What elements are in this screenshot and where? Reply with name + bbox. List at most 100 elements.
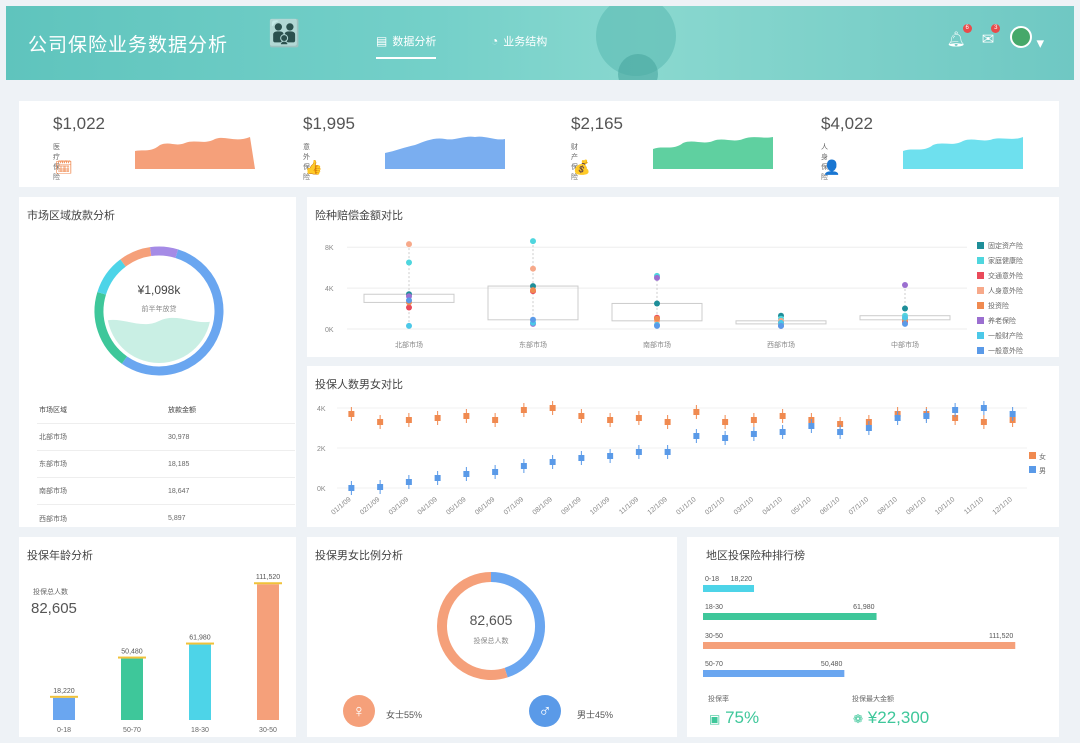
age-category-label: 0-18	[57, 727, 71, 734]
legend-swatch	[1029, 466, 1036, 473]
legend-item[interactable]: 一般意外险	[977, 343, 1023, 358]
table-row: 东部市场 18,185	[37, 451, 295, 478]
market-panel: 市场区域放款分析 ¥1,098k 前半年放贷 市场区域 放款金额 北部市场 30,9…	[19, 197, 296, 527]
claim-point	[778, 322, 784, 329]
gender-point	[808, 423, 815, 429]
kpi-value: $4,022	[821, 114, 873, 133]
gender-point	[923, 413, 930, 419]
legend-item[interactable]: 养老保险	[977, 313, 1023, 328]
claim-point	[406, 259, 412, 266]
ring-segment	[120, 247, 152, 267]
kpi-sparkline	[653, 137, 773, 169]
claim-point	[654, 315, 660, 322]
gender-point	[722, 419, 729, 425]
rank-chart: 0-18 18,220 18-30 61,980 30-50 111,520 50-70 50…	[703, 576, 1016, 677]
x-tick-label: 04/1/10	[762, 496, 784, 516]
market-ring: ¥1,098k 前半年放贷	[94, 246, 224, 376]
legend-item[interactable]: 交通意外险	[977, 268, 1023, 283]
rank-bar-value: 111,520	[989, 633, 1013, 640]
age-bar-cap	[118, 656, 146, 659]
claim-point	[902, 320, 908, 327]
x-tick-label: 10/1/10	[934, 496, 956, 516]
gender-point	[980, 419, 987, 425]
up-icon: ▣	[709, 712, 721, 726]
kpi-label: 医疗保险	[53, 144, 60, 181]
table-header: 放款金额	[168, 407, 196, 414]
rate-value: 75%	[725, 708, 760, 727]
gender-point	[837, 421, 844, 427]
x-tick-label: 北部市场	[395, 340, 423, 349]
legend-item[interactable]: 家庭健康险	[977, 253, 1023, 268]
gender-point	[463, 413, 470, 419]
legend-item[interactable]: 人身意外险	[977, 283, 1023, 298]
x-tick-label: 11/1/10	[963, 496, 985, 516]
gender-point	[377, 484, 384, 490]
money-icon: ❁	[853, 712, 864, 726]
gender-point	[405, 479, 412, 485]
gender-point	[434, 415, 441, 421]
gender-count-chart: 4K 2K 0K 01/1/09 02/1/09 03/1/09 04/1/09 05/1/0…	[317, 401, 1046, 517]
pie-slice	[437, 572, 508, 680]
gender-point	[578, 455, 585, 461]
age-bar	[189, 644, 211, 720]
x-tick-label: 09/1/09	[560, 496, 582, 516]
rank-bar-value: 50,480	[821, 661, 843, 668]
rate-value-wrap: ▣ 75%	[709, 708, 759, 728]
gender-point	[520, 407, 527, 413]
rank-bar-value: 61,980	[853, 604, 875, 611]
claims-legend: 固定资产险 家庭健康险 交通意外险 人身意外险 投资险 养老保险 一般财产险 一般意外险	[977, 238, 1023, 358]
x-tick-label: 05/1/10	[790, 496, 812, 516]
claim-point	[406, 322, 412, 329]
y-tick-label: 4K	[325, 286, 334, 293]
legend-label: 男	[1039, 467, 1046, 475]
table-row: 南部市场 18,647	[37, 478, 295, 505]
kpi-label: 意外保险	[303, 144, 310, 181]
ring-segment	[97, 259, 126, 295]
legend-item[interactable]: 投资险	[977, 298, 1023, 313]
x-tick-label: 12/1/09	[647, 496, 669, 516]
gender-point	[492, 469, 499, 475]
tab-data-analysis[interactable]: ▤ 数据分析	[376, 33, 437, 59]
legend-item[interactable]: 一般财产险	[977, 328, 1023, 343]
gender-point	[434, 475, 441, 481]
rank-panel: 地区投保险种排行榜 0-18 18,220 18-30 61,980 30-50 111,…	[687, 537, 1059, 737]
mail-icon[interactable]: ✉ 3	[982, 24, 1001, 48]
gender-point	[837, 429, 844, 435]
claim-point	[654, 300, 660, 307]
age-panel: 投保年龄分析 投保总人数 82,605 18,220 0-18 50,480 50-7…	[19, 537, 296, 737]
claim-point	[902, 305, 908, 312]
legend-item[interactable]: 固定资产险	[977, 238, 1023, 253]
x-tick-label: 11/1/09	[618, 496, 640, 516]
tab-business-structure[interactable]: ◔ 业务结构	[491, 34, 548, 48]
claim-point	[902, 282, 908, 289]
medical-icon: 🗓	[55, 159, 73, 175]
panel-title: 投保男女比例分析	[315, 550, 403, 562]
gender-point	[607, 417, 614, 423]
x-tick-label: 05/1/09	[445, 496, 467, 516]
avatar[interactable]: ▾	[1010, 26, 1044, 52]
age-bar	[257, 584, 279, 720]
gender-point	[779, 413, 786, 419]
x-tick-label: 03/1/09	[388, 496, 410, 516]
gender-ratio-chart: 82,605 投保总人数	[437, 572, 545, 680]
age-bar-value: 111,520	[256, 574, 280, 581]
max-label: 投保最大金额	[852, 696, 894, 703]
person-icon: 👤	[823, 159, 841, 175]
claims-chart: 8K 4K 0K 北部市场 东部市场 南部市场 西部市场 中部市场	[325, 238, 967, 349]
x-tick-label: 东部市场	[519, 340, 547, 349]
panel-title: 市场区域放款分析	[27, 210, 115, 222]
age-bar-value: 50,480	[121, 649, 143, 656]
gender-point	[635, 449, 642, 455]
age-bar-cap	[186, 642, 214, 645]
gender-point	[894, 415, 901, 421]
chart-icon: ▤	[376, 34, 388, 48]
y-tick-label: 2K	[317, 446, 326, 453]
gender-point	[750, 417, 757, 423]
bell-icon[interactable]: 🔔︎ 6	[947, 24, 972, 48]
gender-point	[980, 405, 987, 411]
gender-point	[405, 417, 412, 423]
age-category-label: 18-30	[191, 727, 209, 734]
x-tick-label: 08/1/09	[532, 496, 554, 516]
market-table: 市场区域 放款金额 北部市场 30,978 东部市场 18,185 南部市场 18,64…	[37, 397, 295, 532]
claim-point	[406, 297, 412, 304]
